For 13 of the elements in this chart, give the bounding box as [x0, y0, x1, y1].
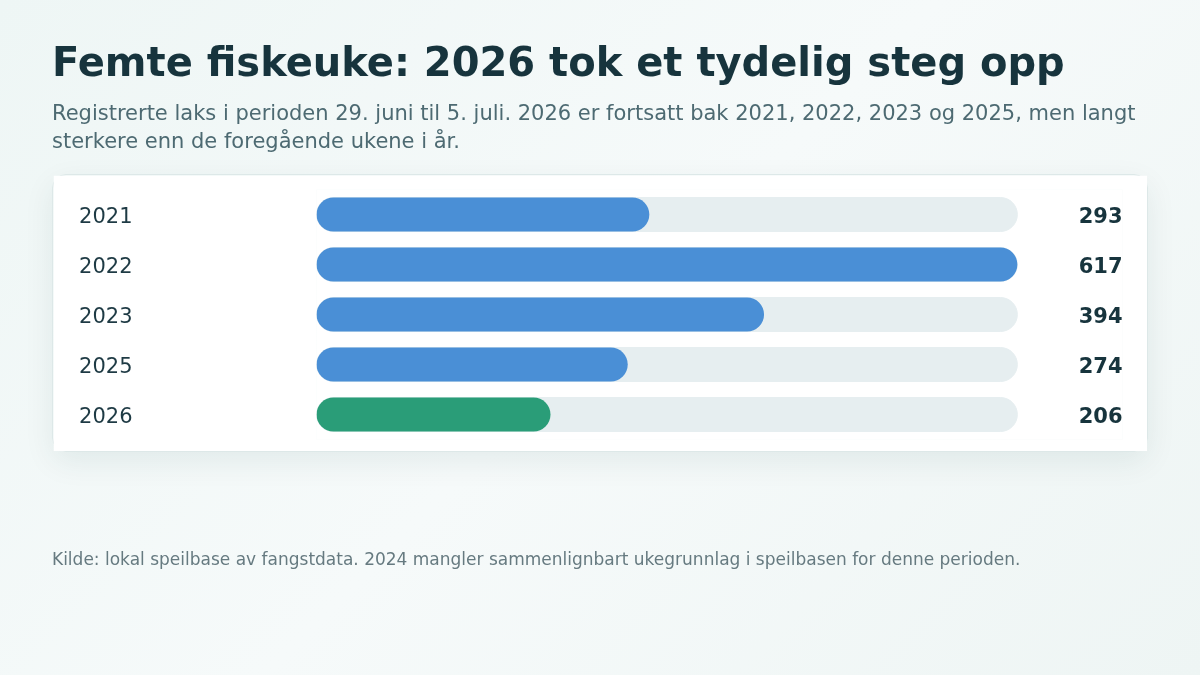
data-label: 293: [1078, 203, 1123, 228]
y-tick-label: 2022: [79, 253, 133, 278]
chart-title: Femte fiskeuke: 2026 tok et tydelig steg opp: [52, 38, 1065, 87]
data-label: 394: [1078, 303, 1123, 328]
text: Kilde: lokal speilbase av fangstdata. 2024 mangler sammenlignbart ukegrunnlag i speilbasen for denne perioden.: [52, 547, 1021, 571]
y-tick-label: 2025: [79, 353, 133, 378]
data-label: 206: [1078, 403, 1123, 428]
y-tick-label: 2026: [79, 403, 133, 428]
y-tick-label: 2023: [79, 303, 133, 328]
y-tick-label: 2021: [79, 203, 133, 228]
chart-subtitle: Registrerte laks i perioden 29. juni til 5. juli. 2026 er fortsatt bak 2021, 2022, 2023 og 2025, men langt sterkere enn de foregående ukene i år.: [52, 100, 1137, 156]
data-label: 274: [1078, 353, 1123, 378]
data-label: 617: [1078, 253, 1123, 278]
